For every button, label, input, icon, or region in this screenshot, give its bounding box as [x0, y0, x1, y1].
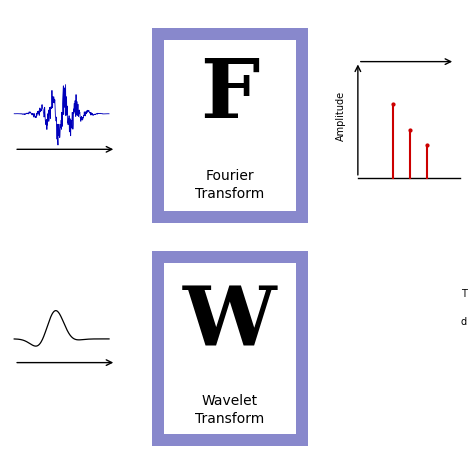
Text: d: d [461, 317, 467, 328]
Text: Wavelet
Transform: Wavelet Transform [195, 394, 264, 426]
Text: Fourier
Transform: Fourier Transform [195, 169, 264, 201]
Text: W: W [183, 283, 277, 362]
Bar [152, 251, 308, 446]
Text: Amplitude: Amplitude [336, 91, 346, 141]
Text: F: F [200, 55, 259, 135]
Bar [164, 263, 296, 434]
Bar [164, 40, 296, 211]
Bar [152, 28, 308, 223]
Text: T: T [461, 289, 467, 299]
